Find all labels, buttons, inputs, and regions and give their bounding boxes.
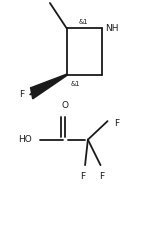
Text: HO: HO	[18, 135, 32, 144]
Text: F: F	[115, 119, 120, 128]
Text: &1: &1	[70, 81, 80, 87]
Polygon shape	[31, 74, 67, 99]
Text: F: F	[80, 172, 85, 181]
Text: &1: &1	[79, 19, 88, 25]
Text: O: O	[62, 101, 69, 110]
Text: F: F	[19, 90, 25, 99]
Text: NH: NH	[106, 24, 119, 33]
Text: F: F	[99, 172, 105, 181]
